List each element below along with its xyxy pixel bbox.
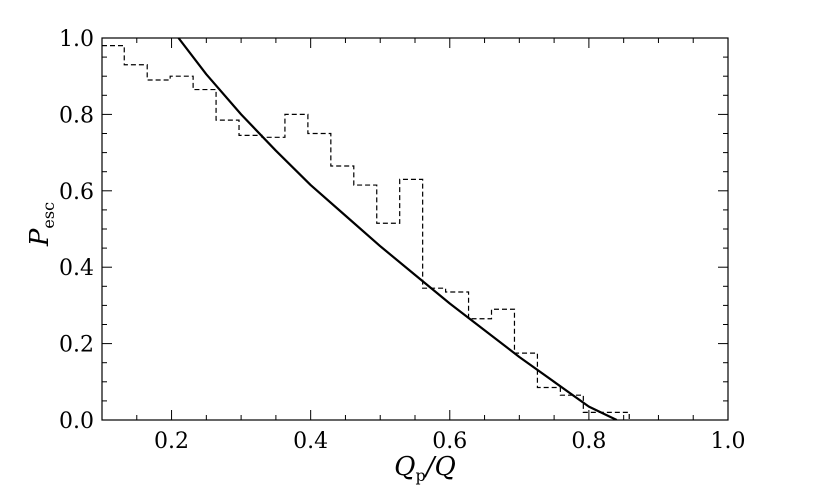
y-tick-label: 0.8 bbox=[59, 103, 94, 128]
series-curve bbox=[177, 38, 618, 420]
series-histogram-step bbox=[102, 45, 630, 420]
labels-layer: 0.2 0.4 0.6 0.8 1.0 0.0 0.2 0.4 0.6 0.8 1.0 Qp/Q Pes… bbox=[25, 27, 746, 485]
x-tick-label: 0.2 bbox=[154, 429, 189, 454]
plot-layer bbox=[102, 38, 630, 420]
y-tick-label: 0.0 bbox=[59, 409, 94, 434]
x-tick-label: 0.6 bbox=[432, 429, 467, 454]
x-tick-label: 0.4 bbox=[293, 429, 328, 454]
plot-frame bbox=[101, 37, 729, 421]
y-tick-label: 0.6 bbox=[59, 180, 94, 205]
y-tick-label: 0.2 bbox=[59, 333, 94, 358]
ticks-layer bbox=[101, 37, 729, 421]
x-axis-label: Qp/Q bbox=[394, 452, 456, 485]
x-tick-label: 1.0 bbox=[711, 429, 746, 454]
y-tick-label: 1.0 bbox=[59, 27, 94, 52]
x-tick-label: 0.8 bbox=[571, 429, 606, 454]
y-tick-label: 0.4 bbox=[59, 256, 94, 281]
y-axis-label: Pesc bbox=[25, 202, 58, 247]
